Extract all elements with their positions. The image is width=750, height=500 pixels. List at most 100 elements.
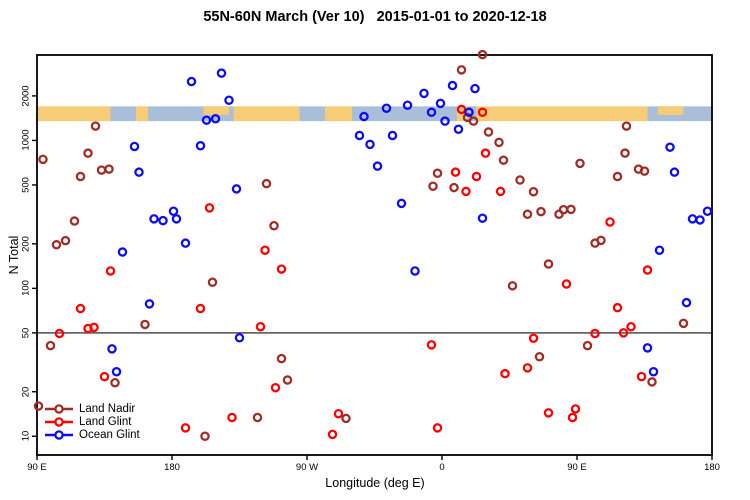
x-tick-label: 180 [164, 462, 180, 473]
data-point [500, 368, 510, 379]
x-tick-label: 90 E [27, 462, 47, 473]
data-point [470, 83, 480, 94]
data-point [543, 259, 554, 269]
data-point [495, 186, 506, 197]
data-point [596, 235, 606, 246]
plot-border [36, 54, 713, 456]
x-tick-label: 180 [704, 462, 720, 473]
data-point [477, 49, 488, 60]
data-point [252, 412, 263, 423]
data-point [105, 266, 116, 276]
data-point [333, 408, 344, 419]
data-point [621, 121, 632, 131]
data-point [365, 139, 375, 150]
data-point [498, 155, 509, 165]
data-point [210, 114, 221, 124]
data-point [96, 165, 107, 175]
data-point [432, 423, 443, 433]
map-band-segment-land [136, 106, 148, 122]
data-point [372, 161, 383, 171]
data-point [195, 141, 206, 151]
y-tick-label: 20 [20, 386, 32, 398]
data-point [575, 158, 585, 169]
y-axis-label: N Total [7, 235, 21, 275]
legend-marker-icon [45, 403, 73, 414]
data-point [534, 351, 545, 362]
data-point [99, 371, 110, 382]
data-point [201, 115, 212, 125]
data-point [51, 240, 62, 250]
data-point [359, 111, 369, 122]
data-point [75, 303, 86, 314]
data-point [134, 167, 144, 177]
data-point [570, 404, 581, 414]
data-point [140, 319, 150, 330]
data-point [642, 265, 653, 275]
data-point [669, 167, 680, 177]
data-point [216, 68, 227, 78]
data-point [354, 130, 365, 141]
data-point [204, 203, 215, 213]
data-point [129, 141, 140, 152]
data-point [605, 217, 615, 227]
data-point [453, 124, 464, 134]
data-point [110, 378, 120, 388]
data-point [104, 164, 114, 174]
x-tick-label: 90 E [567, 462, 587, 473]
data-point [180, 423, 191, 433]
data-point [168, 206, 179, 217]
data-point [195, 303, 206, 314]
data-point [678, 318, 689, 329]
data-point [471, 171, 482, 182]
data-point [681, 297, 692, 308]
data-point [428, 181, 438, 191]
legend-item-land-nadir: Land Nadir [44, 402, 140, 415]
data-point [149, 214, 159, 224]
data-point [171, 214, 182, 224]
data-point [590, 328, 600, 339]
data-point [582, 340, 593, 351]
data-point [450, 167, 461, 177]
data-point [276, 264, 287, 274]
legend-item-land-glint: Land Glint [44, 415, 140, 428]
data-point [464, 107, 474, 118]
legend-marker-icon [45, 416, 73, 427]
data-point [426, 107, 437, 118]
data-point [276, 353, 287, 364]
data-point [200, 431, 210, 442]
chart-title: 55N-60N March (Ver 10) 2015-01-01 to 202… [203, 9, 547, 25]
map-band-segment-land [203, 106, 229, 115]
data-point [522, 363, 533, 373]
data-point [432, 168, 443, 178]
data-point [494, 137, 504, 148]
data-point [561, 279, 572, 289]
data-point [612, 302, 623, 313]
data-point [528, 186, 539, 197]
data-point [381, 103, 392, 114]
data-point [282, 375, 293, 385]
data-point [642, 343, 653, 353]
y-tick-label: 200 [20, 235, 32, 252]
map-band-segment-land [457, 106, 648, 122]
data-point [536, 206, 546, 217]
data-point [648, 366, 659, 377]
legend-label: Land Glint [79, 415, 132, 428]
data-point [449, 182, 459, 193]
data-point [117, 247, 128, 257]
data-point [507, 281, 518, 291]
data-point [426, 340, 437, 350]
data-point [54, 328, 65, 339]
y-tick-label: 10 [20, 430, 32, 442]
data-point [180, 238, 191, 248]
data-point [618, 328, 629, 338]
data-point [158, 215, 168, 226]
data-point [45, 340, 56, 351]
data-point [543, 408, 554, 418]
data-point [269, 220, 279, 231]
legend-label: Ocean Glint [79, 428, 140, 441]
data-point [144, 299, 155, 309]
data-point [654, 245, 665, 255]
data-point [107, 344, 117, 354]
map-band-segment-land [658, 106, 684, 115]
map-band-segment-ocean [110, 106, 136, 122]
